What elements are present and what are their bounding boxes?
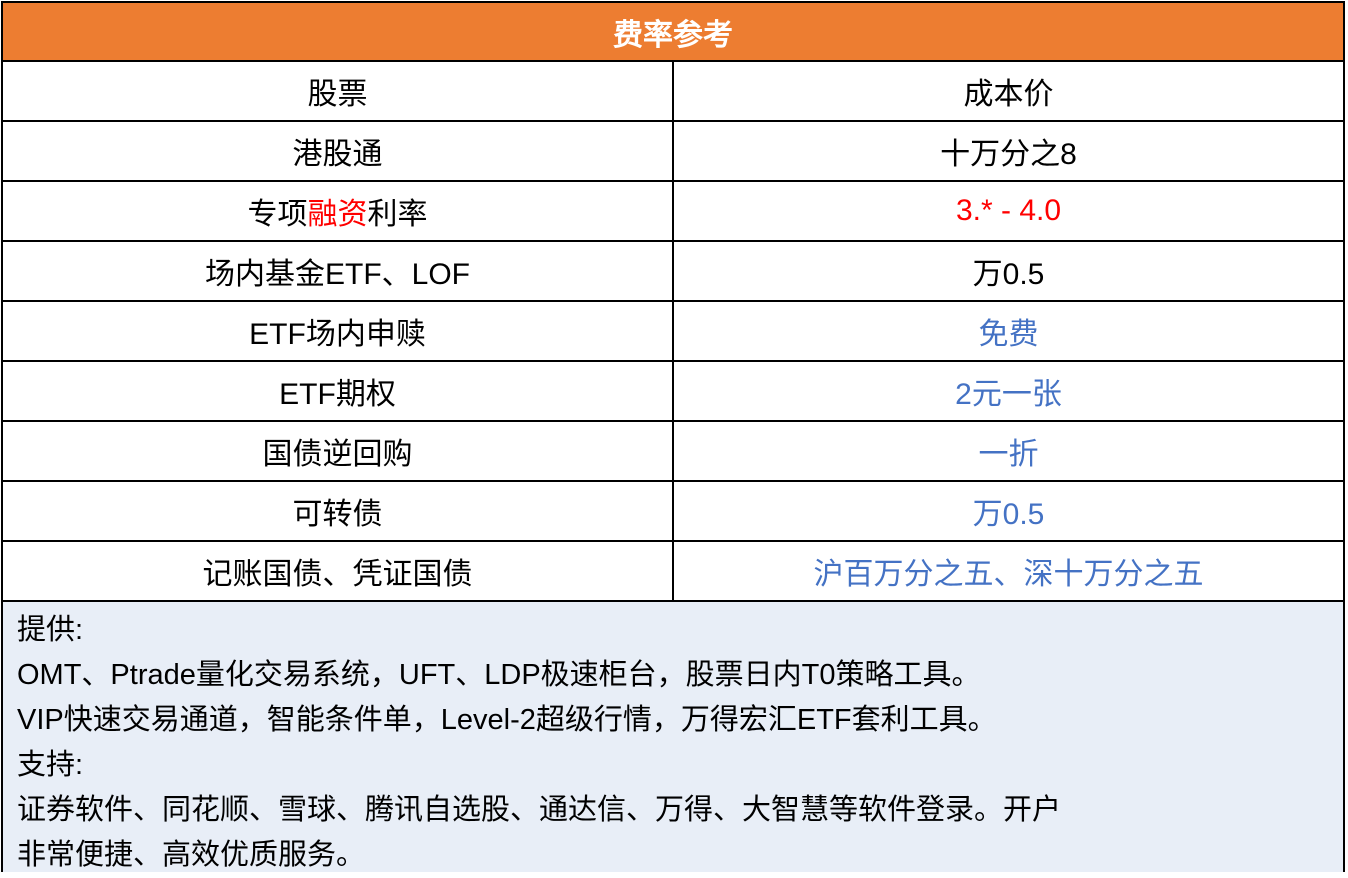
row-value: 万0.5 <box>972 498 1045 531</box>
row-value: 3.* - 4.0 <box>955 194 1062 227</box>
table-row: 港股通 十万分之8 <box>3 122 1343 182</box>
table-row: 场内基金ETF、LOF 万0.5 <box>3 242 1343 302</box>
row-name: ETF期权 <box>3 362 674 420</box>
footer-notes: 提供: OMT、Ptrade量化交易系统，UFT、LDP极速柜台，股票日内T0策… <box>3 602 1343 872</box>
table-title: 费率参考 <box>3 3 1343 62</box>
footer-line: VIP快速交易通道，智能条件单，Level-2超级行情，万得宏汇ETF套利工具。 <box>17 704 997 736</box>
row-name-part: 利率 <box>367 198 428 231</box>
table-row: 专项 融资 利率 3.* - 4.0 <box>3 182 1343 242</box>
row-value: 万0.5 <box>972 258 1045 291</box>
footer-line: 证券软件、同花顺、雪球、腾讯自选股、通达信、万得、大智慧等软件登录。开户 <box>17 794 1062 826</box>
header-row: 股票 成本价 <box>3 62 1343 122</box>
footer-line: 支持: <box>17 749 84 781</box>
table-row: ETF期权 2元一张 <box>3 362 1343 422</box>
row-name: 记账国债、凭证国债 <box>3 542 674 600</box>
row-value: 2元一张 <box>955 378 1062 411</box>
table-row: 国债逆回购 一折 <box>3 422 1343 482</box>
row-value: 免费 <box>978 318 1039 351</box>
row-name: 可转债 <box>3 482 674 540</box>
footer-line: OMT、Ptrade量化交易系统，UFT、LDP极速柜台，股票日内T0策略工具。 <box>17 659 981 691</box>
row-name: 港股通 <box>3 122 674 180</box>
row-value: 一折 <box>978 438 1039 471</box>
row-name-part: 专项 <box>247 198 308 231</box>
table-row: 可转债 万0.5 <box>3 482 1343 542</box>
row-name: 国债逆回购 <box>3 422 674 480</box>
table-row: 记账国债、凭证国债 沪百万分之五、深十万分之五 <box>3 542 1343 602</box>
row-name: ETF场内申赎 <box>3 302 674 360</box>
row-value: 十万分之8 <box>940 138 1077 171</box>
row-name: 场内基金ETF、LOF <box>3 242 674 300</box>
row-name: 专项 融资 利率 <box>3 182 674 240</box>
row-name-highlight: 融资 <box>307 198 368 231</box>
table-row: ETF场内申赎 免费 <box>3 302 1343 362</box>
row-value: 沪百万分之五、深十万分之五 <box>813 558 1204 591</box>
footer-line: 提供: <box>17 614 84 646</box>
header-col1: 股票 <box>3 62 674 120</box>
footer-line: 非常便捷、高效优质服务。 <box>17 839 366 871</box>
header-col2: 成本价 <box>963 78 1054 111</box>
